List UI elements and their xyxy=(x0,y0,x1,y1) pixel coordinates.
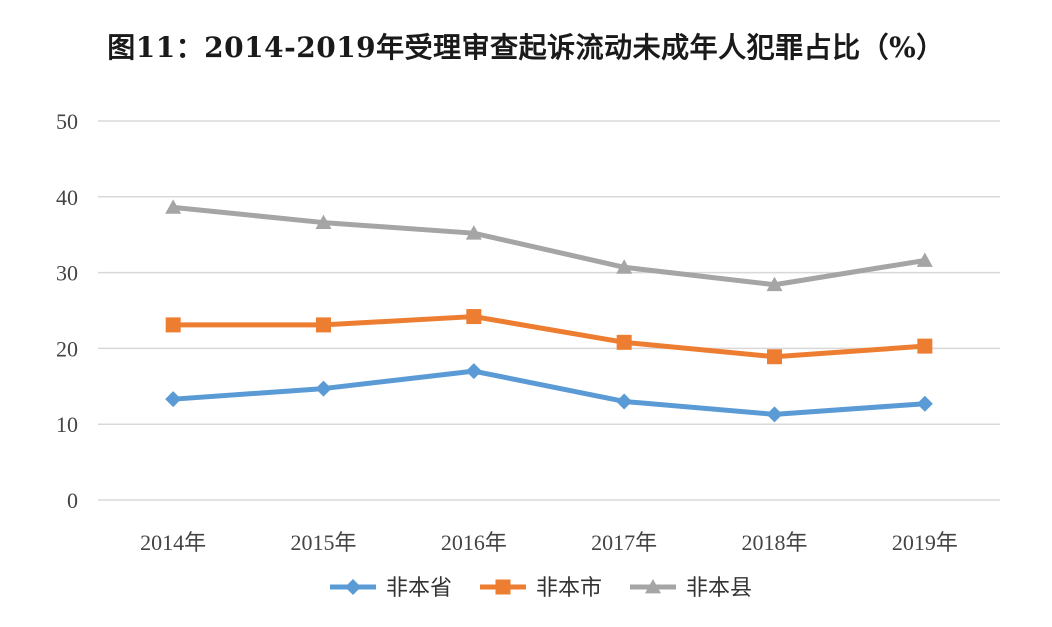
data-point-marker xyxy=(616,259,633,274)
series-1 xyxy=(165,363,933,423)
y-tick-label: 0 xyxy=(67,488,78,513)
x-tick-label: 2016年 xyxy=(441,530,507,555)
data-point-marker xyxy=(315,380,332,397)
x-tick-label: 2017年 xyxy=(591,530,657,555)
data-point-marker xyxy=(165,199,182,214)
y-tick-label: 20 xyxy=(56,336,78,361)
data-point-marker xyxy=(165,391,182,408)
data-point-marker xyxy=(315,214,332,229)
legend-label: 非本省 xyxy=(386,575,452,600)
data-point-marker xyxy=(916,395,933,412)
legend-label: 非本县 xyxy=(686,575,752,600)
legend: 非本省 非本市 非本县 xyxy=(330,575,752,600)
legend-swatch-marker xyxy=(345,579,361,595)
data-point-marker xyxy=(917,338,933,354)
data-point-marker xyxy=(767,349,782,365)
y-axis-ticks: 0 10 20 30 40 50 xyxy=(56,109,78,513)
chart-title: 图11：2014-2019年受理审查起诉流动未成年人犯罪占比（%） xyxy=(107,31,945,64)
legend-item: 非本省 xyxy=(330,575,452,600)
y-tick-label: 30 xyxy=(56,261,78,286)
gridlines xyxy=(98,120,1000,501)
legend-item: 非本县 xyxy=(630,575,752,600)
y-tick-label: 50 xyxy=(56,109,78,134)
data-point-marker xyxy=(465,363,482,380)
data-point-marker xyxy=(316,317,331,333)
legend-swatch-marker xyxy=(495,579,511,595)
series-line xyxy=(170,314,928,360)
data-point-marker xyxy=(616,334,632,350)
data-point-marker xyxy=(766,276,783,292)
y-tick-label: 10 xyxy=(56,412,78,437)
x-tick-label: 2019年 xyxy=(892,530,958,555)
x-axis-ticks: 2014年 2015年 2016年 2017年 2018年 2019年 xyxy=(140,530,958,555)
data-point-marker xyxy=(616,393,633,410)
data-point-marker xyxy=(766,406,783,423)
y-tick-label: 40 xyxy=(56,185,78,210)
series-2 xyxy=(165,309,933,365)
x-tick-label: 2014年 xyxy=(140,530,206,555)
series-lines xyxy=(165,199,933,423)
series-line xyxy=(170,368,928,417)
x-tick-label: 2015年 xyxy=(290,530,356,555)
x-tick-label: 2018年 xyxy=(741,530,807,555)
legend-item: 非本市 xyxy=(480,575,602,600)
data-point-marker xyxy=(916,252,933,267)
series-3 xyxy=(165,199,933,292)
legend-swatch-marker xyxy=(645,579,661,594)
legend-label: 非本市 xyxy=(536,575,602,600)
series-line xyxy=(170,204,928,288)
data-point-marker xyxy=(165,317,181,333)
data-point-marker xyxy=(466,309,482,325)
data-point-marker xyxy=(465,225,482,240)
